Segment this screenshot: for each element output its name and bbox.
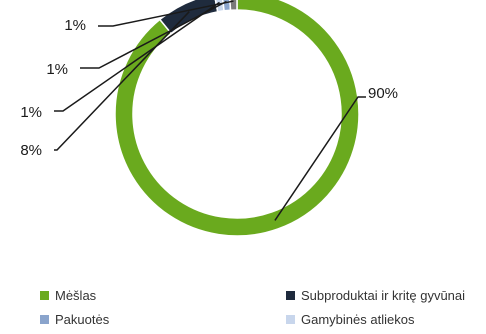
legend-label-2: Pakuotės	[55, 312, 110, 327]
leader-line-0	[274, 96, 366, 221]
data-label-4: 1%	[64, 17, 86, 34]
legend-swatch-2	[40, 315, 49, 324]
legend-item-0: Mėšlas	[40, 288, 96, 303]
legend-swatch-0	[40, 291, 49, 300]
legend-item-1: Subproduktai ir kritę gyvūnai	[286, 288, 465, 303]
legend-item-2: Pakuotės	[40, 312, 109, 327]
legend-label-1: Subproduktai ir kritę gyvūnai	[301, 288, 466, 303]
leader-line-1	[54, 11, 190, 151]
chart-legend: Mėšlas Subproduktai ir kritę gyvūnai Pak…	[40, 288, 486, 334]
donut-slice-4	[229, 0, 238, 11]
leader-line-4	[98, 0, 234, 27]
donut-slice-1	[158, 0, 219, 35]
legend-swatch-1	[286, 291, 295, 300]
donut-chart: 90% 8% 1% 1% 1%	[20, 0, 398, 237]
donut-slice-0	[114, 0, 360, 237]
data-label-3: 1%	[46, 61, 68, 78]
data-label-0: 90%	[368, 85, 398, 102]
legend-swatch-3	[286, 315, 295, 324]
data-label-1: 8%	[20, 142, 42, 159]
leader-line-3	[80, 0, 227, 69]
legend-item-3: Gamybinės atliekos	[286, 312, 414, 327]
leader-line-2	[54, 1, 220, 112]
data-label-2: 1%	[20, 104, 42, 121]
legend-label-0: Mėšlas	[55, 288, 97, 303]
legend-label-3: Gamybinės atliekos	[301, 312, 415, 327]
